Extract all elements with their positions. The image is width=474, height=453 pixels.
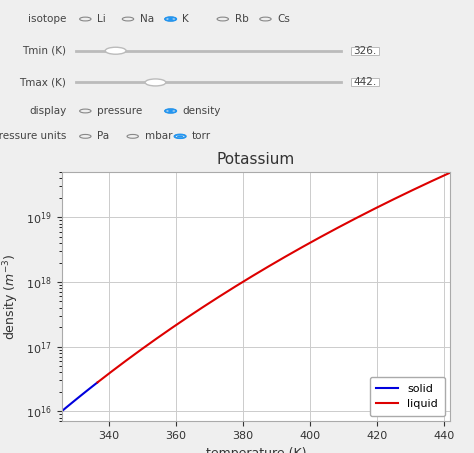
Text: 442.: 442. [353,77,377,87]
Text: display: display [29,106,66,116]
Title: Potassium: Potassium [217,152,295,167]
Bar [351,47,379,55]
solid [82,390,88,395]
liquid [414,185,420,191]
solid [75,395,81,401]
solid [59,409,64,414]
Circle shape [167,110,174,112]
Text: Pa: Pa [97,131,109,141]
solid [95,380,100,385]
Text: torr: torr [192,131,211,141]
liquid [305,241,310,247]
solid [83,389,89,394]
Y-axis label: density ($m^{-3}$): density ($m^{-3}$) [1,254,21,340]
liquid [303,242,309,247]
Text: Cs: Cs [277,14,290,24]
Text: Tmin (K): Tmin (K) [22,46,66,56]
Text: pressure: pressure [97,106,142,116]
Text: Na: Na [140,14,154,24]
liquid [96,379,101,384]
Text: Tmax (K): Tmax (K) [19,77,66,87]
Line: liquid: liquid [98,173,450,382]
Text: Li: Li [97,14,106,24]
liquid [95,380,100,385]
solid [91,383,96,388]
liquid [310,238,316,244]
solid [81,391,86,396]
Text: isotope: isotope [28,14,66,24]
Text: pressure units: pressure units [0,131,66,141]
Legend: solid, liquid: solid, liquid [370,377,445,416]
Text: density: density [182,106,221,116]
Circle shape [177,135,183,137]
Line: solid: solid [62,382,98,411]
Bar [351,78,379,87]
Text: K: K [182,14,189,24]
Text: Rb: Rb [235,14,248,24]
liquid [392,196,398,202]
solid [80,391,86,397]
Text: mbar: mbar [145,131,172,141]
Text: 326.: 326. [353,46,377,56]
Circle shape [167,18,174,20]
Circle shape [105,47,126,54]
liquid [447,170,453,175]
Circle shape [145,79,166,86]
X-axis label: temperature (K): temperature (K) [206,447,306,453]
